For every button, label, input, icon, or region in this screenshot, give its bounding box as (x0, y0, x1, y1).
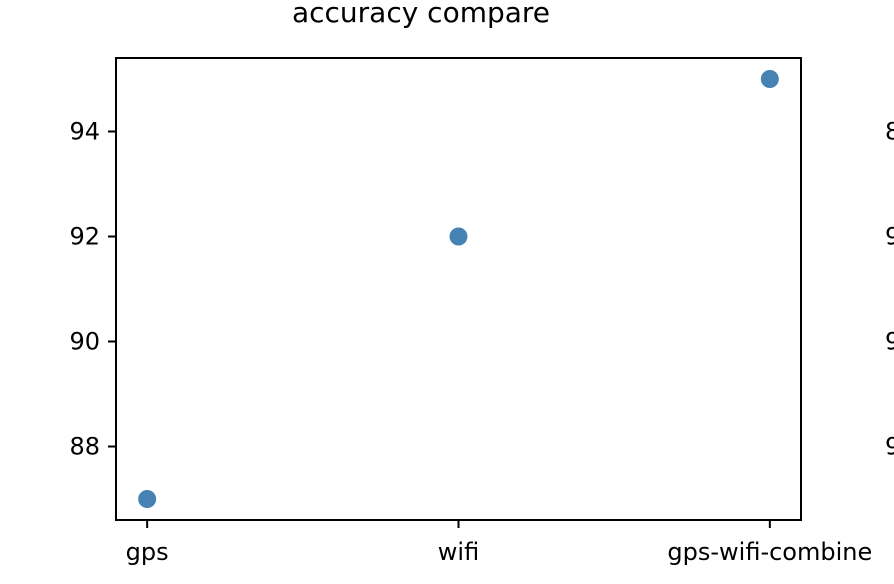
clipped-neighbor-tick-label: 9 (885, 223, 894, 251)
y-tick-label: 88 (69, 433, 100, 461)
data-point (760, 70, 779, 88)
y-tick-label: 92 (69, 223, 100, 251)
y-tick-label: 90 (69, 328, 100, 356)
clipped-neighbor-tick-label: 9 (885, 328, 894, 356)
clipped-neighbor-tick-label: 9 (885, 433, 894, 461)
x-axis: gps wifi gps-wifi-combine (126, 520, 872, 566)
plot-area-frame (115, 57, 802, 521)
y-axis: 88 90 92 94 (69, 118, 116, 461)
data-point (138, 490, 157, 508)
data-point (449, 227, 468, 246)
chart-title: accuracy compare (292, 0, 550, 29)
clipped-neighbor-axis: 9 9 9 8 (885, 118, 894, 461)
x-tick-label: gps-wifi-combine (667, 538, 872, 566)
x-tick-label: gps (126, 538, 169, 566)
clipped-neighbor-tick-label: 8 (885, 118, 894, 146)
y-tick-label: 94 (69, 118, 100, 146)
scatter-points (138, 70, 779, 508)
x-tick-label: wifi (438, 538, 479, 566)
